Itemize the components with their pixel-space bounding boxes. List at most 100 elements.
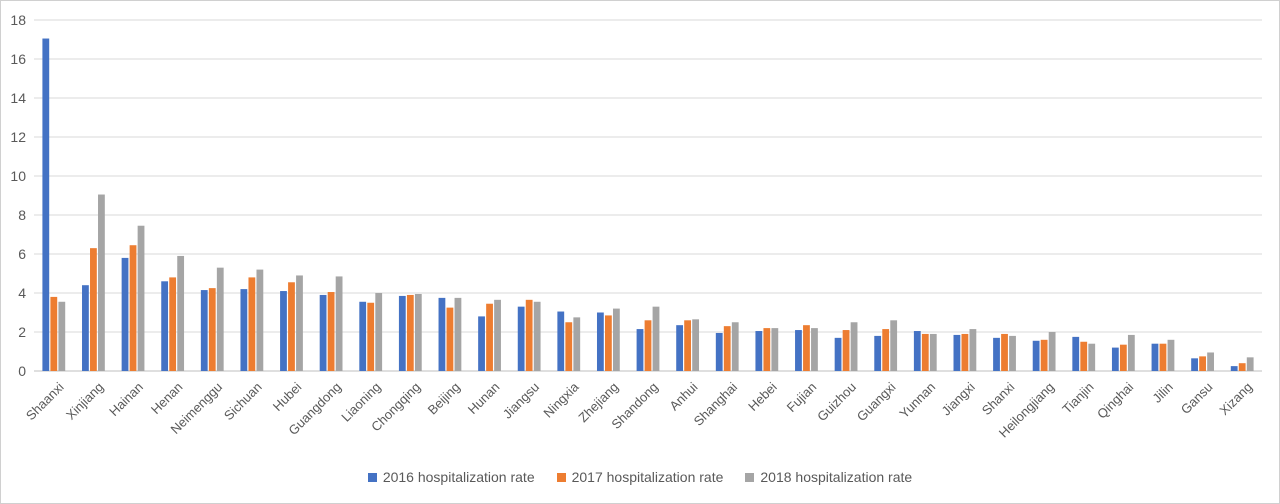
x-category-label: Gansu [1178,379,1216,417]
y-tick-label: 4 [18,285,26,301]
bar-fujian-series-1 [795,330,802,371]
x-category-label: Guangxi [854,379,899,424]
y-tick-label: 6 [18,246,26,262]
bar-ningxia-series-1 [557,311,565,371]
bar-shandong-series-1 [636,329,644,371]
bar-hainan-series-3 [137,225,145,371]
bar-heilongjiang-series-2 [1040,339,1048,371]
bar-xizang-series-2 [1238,363,1246,371]
bar-chongqing-series-1 [398,295,406,371]
bar-hunan-series-3 [494,299,501,371]
bar-guizhou-series-3 [850,322,858,371]
x-category-label: Hebei [745,379,780,414]
bar-qinghai-series-3 [1127,334,1135,371]
bar-heilongjiang-series-1 [1032,340,1040,371]
bar-tianjin-series-3 [1088,343,1096,371]
x-category-label: Guizhou [814,379,859,424]
bar-hubei-series-2 [288,282,295,371]
bar-henan-series-2 [169,277,177,371]
bar-chongqing-series-3 [414,293,422,371]
y-tick-label: 12 [10,129,26,145]
legend-label: 2016 hospitalization rate [382,469,535,485]
bar-yunnan-series-2 [921,333,929,371]
bar-sichuan-series-3 [256,269,264,371]
bar-jiangsu-series-2 [525,299,533,371]
x-category-label: Jiangsu [500,379,542,421]
bar-jiangxi-series-3 [969,329,977,371]
bar-xizang-series-3 [1246,357,1254,371]
bar-beijing-series-1 [438,297,446,371]
x-category-label: Xizang [1216,379,1255,418]
bar-fujian-series-3 [811,328,818,371]
bar-anhui-series-1 [676,325,684,371]
bar-hubei-series-3 [296,275,303,371]
bar-hubei-series-1 [280,291,287,371]
bar-shaanxi-series-1 [42,38,50,372]
bar-guangdong-series-2 [327,292,335,371]
bar-anhui-series-3 [692,319,700,371]
bar-yunnan-series-3 [929,333,937,371]
legend-label: 2018 hospitalization rate [760,469,913,485]
bar-xinjiang-series-1 [82,285,89,371]
bar-jiangxi-series-1 [953,334,961,371]
x-category-label: Jilin [1149,379,1175,405]
x-category-label: Shanxi [979,379,1018,418]
bar-jilin-series-3 [1167,339,1175,371]
x-category-label: Fujian [784,379,820,415]
x-category-label: Sichuan [221,379,265,423]
legend-label: 2017 hospitalization rate [571,469,724,485]
bar-sichuan-series-1 [240,289,248,371]
legend-swatch [556,472,566,482]
bar-chongqing-series-2 [406,294,414,371]
bar-hunan-series-1 [478,316,485,371]
bar-shandong-series-2 [644,320,652,371]
bar-heilongjiang-series-3 [1048,332,1056,371]
bar-hebei-series-3 [771,328,779,371]
x-category-label: Hainan [106,379,146,419]
bar-liaoning-series-1 [359,301,367,371]
x-category-label: Henan [148,379,186,417]
legend-item: 2016 hospitalization rate [367,469,535,485]
legend-item: 2018 hospitalization rate [745,469,912,485]
bar-jilin-series-2 [1159,343,1167,371]
y-tick-label: 10 [10,168,26,184]
bar-guangxi-series-3 [890,320,898,371]
x-category-label: Qinghai [1094,379,1136,421]
bar-neimenggu-series-3 [216,267,224,371]
bar-shanghai-series-3 [731,322,739,371]
bar-neimenggu-series-1 [200,290,208,371]
bar-ningxia-series-2 [565,322,573,371]
bar-shanxi-series-1 [993,337,1000,371]
bar-qinghai-series-1 [1111,347,1119,371]
bar-shanghai-series-2 [723,326,731,371]
x-category-label: Shanghai [691,379,741,429]
bar-shanghai-series-1 [715,332,723,371]
bar-tianjin-series-2 [1080,341,1088,371]
bar-ningxia-series-3 [573,317,581,371]
bar-qinghai-series-2 [1119,344,1127,371]
bar-fujian-series-2 [803,325,810,371]
bar-guizhou-series-1 [834,337,842,371]
bar-shanxi-series-2 [1001,333,1008,371]
bar-jiangsu-series-3 [533,301,541,371]
y-tick-label: 18 [10,12,26,28]
bar-shaanxi-series-2 [50,296,58,371]
x-category-label: Hubei [270,379,305,414]
bar-neimenggu-series-2 [208,288,216,371]
x-category-label: Xinjiang [63,379,106,422]
bar-shaanxi-series-3 [58,301,66,371]
y-tick-label: 16 [10,51,26,67]
legend-swatch [367,472,377,482]
bar-yunnan-series-1 [913,331,921,371]
bar-henan-series-1 [161,281,169,371]
bar-jiangsu-series-1 [517,306,525,371]
bar-tianjin-series-1 [1072,336,1080,371]
legend-item: 2017 hospitalization rate [556,469,724,485]
bar-henan-series-3 [177,255,185,371]
x-category-label: Hunan [465,379,503,417]
x-category-label: Anhui [666,379,700,413]
bar-gansu-series-2 [1199,356,1206,371]
bar-zhejiang-series-1 [596,312,604,371]
